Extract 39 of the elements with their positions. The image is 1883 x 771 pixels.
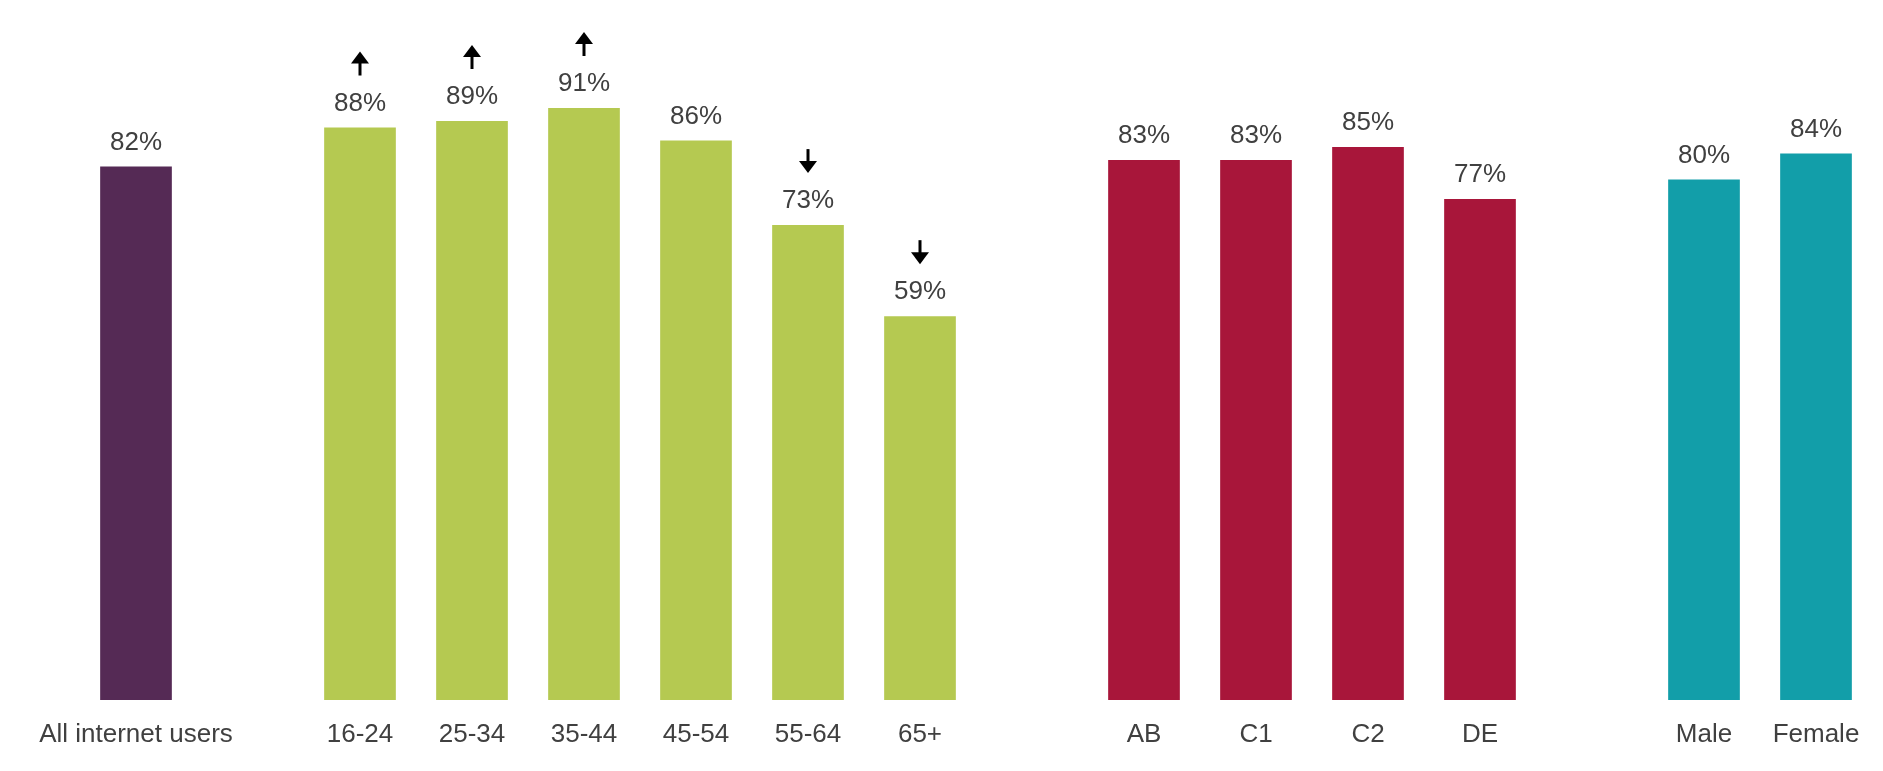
- bar: [1444, 199, 1516, 700]
- data-label: 88%: [333, 86, 387, 117]
- x-tick-label: DE: [1461, 717, 1499, 748]
- data-label: 85%: [1341, 106, 1395, 137]
- data-label: 82%: [109, 125, 163, 156]
- x-tick-label: 55-64: [774, 717, 842, 748]
- x-tick-label: 16-24: [326, 717, 394, 748]
- data-label: 84%: [1789, 112, 1843, 143]
- bar: [1220, 160, 1292, 700]
- bar: [772, 225, 844, 700]
- bar: [1780, 153, 1852, 700]
- data-label: 59%: [893, 275, 947, 306]
- x-tick-label: Female: [1772, 717, 1860, 748]
- data-label: 91%: [557, 67, 611, 97]
- x-tick-label: 35-44: [550, 717, 618, 748]
- bar: [436, 121, 508, 700]
- bar: [1108, 160, 1180, 700]
- data-label: 77%: [1453, 158, 1507, 189]
- data-label: 83%: [1229, 119, 1283, 150]
- bar: [1332, 147, 1404, 700]
- bar: [1668, 179, 1740, 700]
- data-label: 73%: [781, 184, 835, 215]
- bar: [660, 140, 732, 700]
- bar: [884, 316, 956, 700]
- x-tick-label: 65+: [897, 717, 943, 748]
- x-tick-label: C2: [1351, 717, 1385, 748]
- x-tick-label: AB: [1126, 717, 1162, 748]
- x-tick-label: All internet users: [39, 717, 233, 748]
- data-label: 83%: [1117, 119, 1171, 150]
- bar: [548, 108, 620, 700]
- x-tick-label: 45-54: [662, 717, 730, 748]
- bar: [100, 166, 172, 700]
- x-tick-label: C1: [1239, 717, 1273, 748]
- data-label: 86%: [669, 99, 723, 130]
- data-label: 80%: [1677, 138, 1731, 169]
- bar: [324, 127, 396, 700]
- data-label: 89%: [445, 80, 499, 111]
- x-tick-label: Male: [1675, 717, 1733, 748]
- x-tick-label: 25-34: [438, 717, 506, 748]
